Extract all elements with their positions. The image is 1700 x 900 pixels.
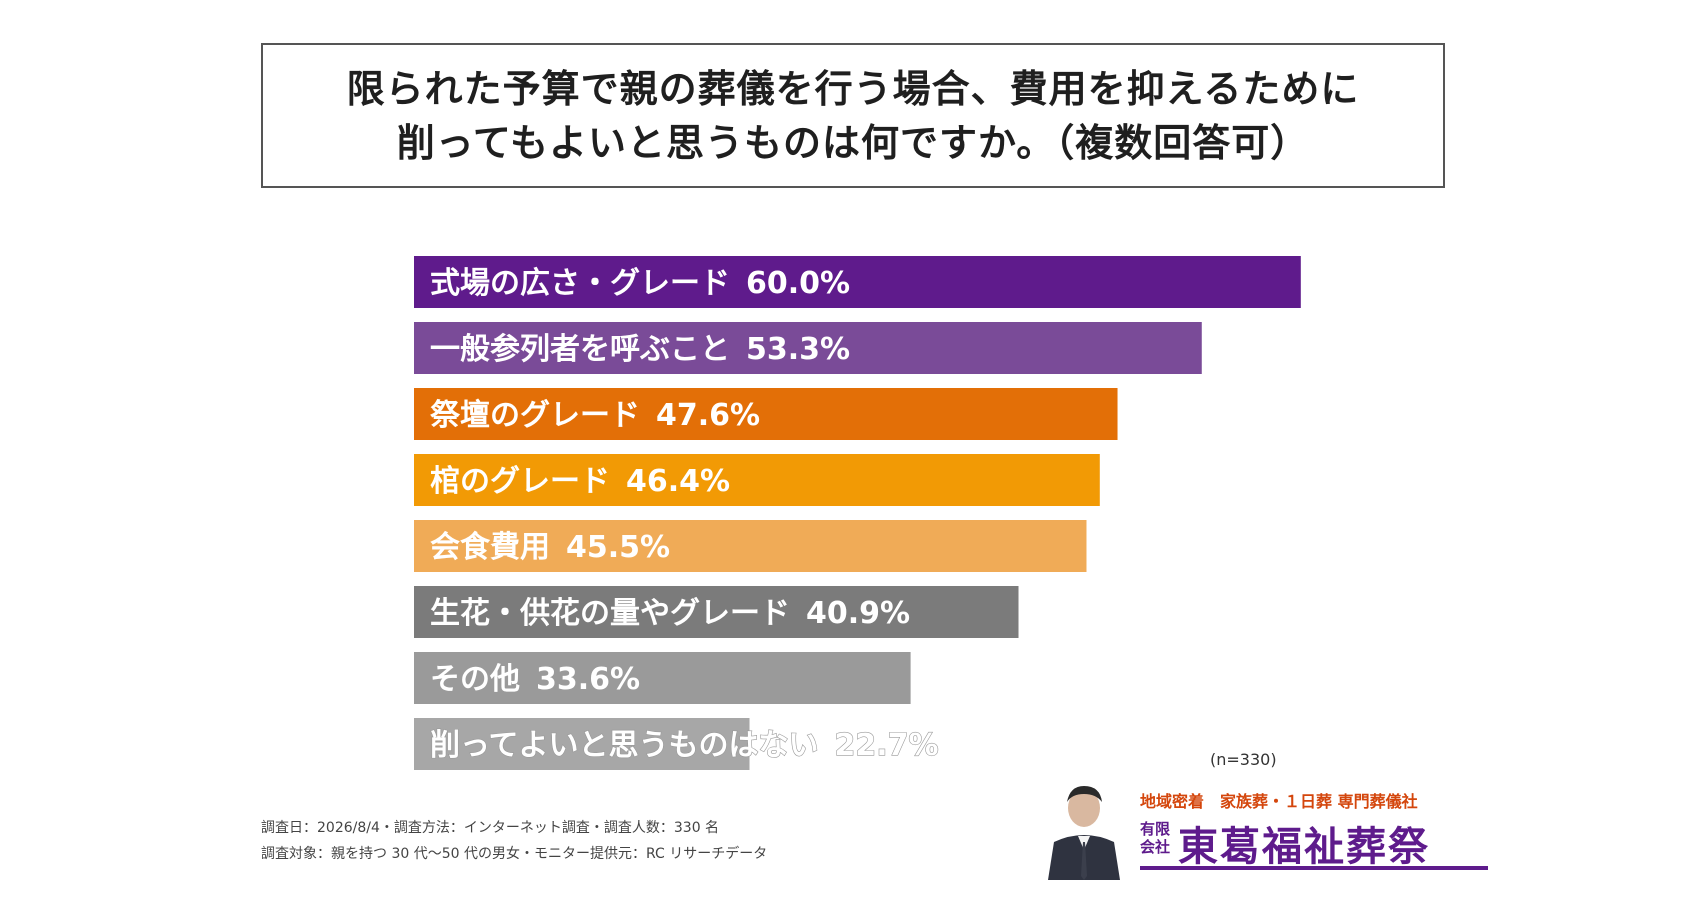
value-label: 60.0%	[746, 266, 850, 301]
person-photo-icon	[1048, 786, 1120, 880]
sample-size-label: (n=330)	[1210, 750, 1277, 769]
bar-label-8: 削ってよいと思うものはない 22.7%	[430, 728, 939, 763]
bar-label-5: 会食費用 45.5%	[430, 530, 670, 565]
bar-5	[414, 520, 1087, 572]
category-label: その他	[430, 662, 520, 697]
bar-label-1: 式場の広さ・グレード 60.0%	[430, 266, 850, 301]
bar-2	[414, 322, 1202, 374]
bar-1	[414, 256, 1301, 308]
company-name: 東葛福祉葬祭	[1178, 824, 1430, 870]
bar-3	[414, 388, 1118, 440]
survey-notes: 調査日：2026/8/4・調査方法：インターネット調査・調査人数：330 名 調…	[261, 815, 767, 867]
survey-note-target: 調査対象：親を持つ 30 代〜50 代の男女・モニター提供元：RC リサーチデー…	[261, 846, 768, 862]
value-label: 40.9%	[806, 596, 910, 631]
bar-label-7: その他 33.6%	[430, 662, 640, 697]
category-label: 式場の広さ・グレード	[430, 266, 730, 301]
value-label: 45.5%	[566, 530, 670, 565]
value-label: 33.6%	[536, 662, 640, 697]
category-label: 削ってよいと思うものはない	[430, 728, 819, 763]
category-label: 生花・供花の量やグレード	[430, 596, 790, 631]
bar-6	[414, 586, 1019, 638]
value-label: 46.4%	[626, 464, 730, 499]
bar-7	[414, 652, 911, 704]
title-line-1: 限られた予算で親の葬儀を行う場合、費用を抑えるために	[346, 66, 1360, 111]
category-label: 棺のグレード	[430, 464, 610, 499]
bar-4	[414, 454, 1100, 506]
category-label: 会食費用	[430, 530, 550, 565]
category-label: 一般参列者を呼ぶこと	[430, 332, 730, 367]
brand-underline	[1140, 866, 1488, 870]
category-label: 祭壇のグレード	[430, 398, 640, 433]
title-box: 限られた予算で親の葬儀を行う場合、費用を抑えるために 削ってもよいと思うものは何…	[261, 43, 1445, 188]
company-type-prefix: 有限会社	[1140, 820, 1171, 856]
value-label: 53.3%	[746, 332, 850, 367]
value-label: 47.6%	[656, 398, 760, 433]
survey-note-date-method: 調査日：2026/8/4・調査方法：インターネット調査・調査人数：330 名	[261, 820, 720, 836]
brand-block: 地域密着 家族葬・１日葬 専門葬儀社 有限会社 東葛福祉葬祭	[1040, 780, 1488, 880]
bar-label-2: 一般参列者を呼ぶこと 53.3%	[430, 332, 850, 367]
value-label: 22.7%	[835, 728, 939, 763]
brand-tagline: 地域密着 家族葬・１日葬 専門葬儀社	[1140, 792, 1418, 811]
title-line-2: 削ってもよいと思うものは何ですか。（複数回答可）	[396, 120, 1310, 165]
bar-8	[414, 718, 750, 770]
bar-label-4: 棺のグレード 46.4%	[430, 464, 730, 499]
bar-label-3: 祭壇のグレード 47.6%	[430, 398, 760, 433]
bar-label-6: 生花・供花の量やグレード 40.9%	[430, 596, 910, 631]
